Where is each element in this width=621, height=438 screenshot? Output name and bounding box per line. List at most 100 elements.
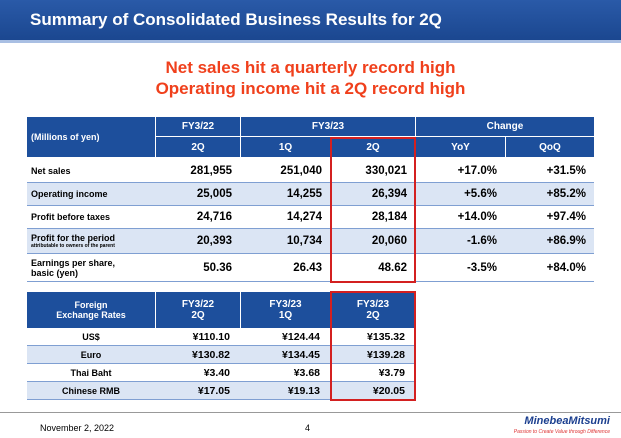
value-cell: 14,274 (240, 206, 330, 229)
cell-text: 330,021 (365, 165, 407, 177)
cell-text: +31.5% (546, 165, 586, 177)
value-cell: +85.2% (505, 183, 594, 206)
value-cell: +84.0% (505, 254, 594, 282)
cell-text: ¥110.10 (192, 330, 230, 343)
logo-tagline: Passion to Create Value through Differen… (513, 428, 610, 435)
value-cell: +31.5% (505, 160, 594, 183)
cell-text: -1.6% (466, 235, 497, 247)
header-cell: FY3/23 (240, 117, 415, 137)
cell-text: FY3/22 (181, 299, 215, 310)
value-cell: 20,060 (330, 229, 415, 254)
cell-text: Net sales (31, 166, 71, 176)
cell-text: attributable to owners of the parent (31, 243, 115, 249)
cell-text: 2Q (191, 141, 205, 153)
value-cell: ¥17.05 (155, 382, 240, 400)
row-label: Thai Baht (27, 364, 155, 382)
cell-text: Earnings per share, (31, 257, 116, 268)
row-label: Earnings per share, basic (yen) (27, 254, 155, 282)
cell-text: 28,184 (371, 211, 407, 223)
header-cell: (Millions of yen) (27, 117, 155, 157)
value-cell: 26.43 (240, 254, 330, 282)
cell-text: 20,060 (371, 235, 407, 247)
cell-text: Foreign (74, 300, 108, 310)
cell-text: YoY (451, 141, 470, 153)
highlight-box (330, 291, 416, 401)
cell-text: +97.4% (546, 211, 586, 223)
cell-text: +85.2% (546, 188, 586, 200)
footer-rule (0, 412, 621, 413)
value-cell: ¥19.13 (240, 382, 330, 400)
footer-date: November 2, 2022 (40, 423, 115, 433)
header-cell: FY3/22 (155, 117, 240, 137)
cell-text: ¥3.40 (203, 366, 230, 379)
cell-text: 2Q (366, 141, 380, 153)
cell-text: ¥134.45 (282, 348, 320, 361)
value-cell: ¥124.44 (240, 328, 330, 346)
row-label: Euro (27, 346, 155, 364)
value-cell: ¥139.28 (330, 346, 415, 364)
cell-text: +5.6% (464, 188, 497, 200)
cell-text: FY3/23 (356, 299, 390, 310)
value-cell: 26,394 (330, 183, 415, 206)
cell-text: Profit before taxes (31, 212, 111, 222)
value-cell: ¥3.68 (240, 364, 330, 382)
cell-text: Thai Baht (70, 367, 112, 378)
header-cell: 1Q (240, 137, 330, 157)
cell-text: 25,005 (196, 188, 232, 200)
header-cell: 2Q (155, 137, 240, 157)
cell-text: ¥3.68 (293, 366, 320, 379)
cell-text: +17.0% (457, 165, 497, 177)
value-cell: +14.0% (415, 206, 505, 229)
value-cell: ¥135.32 (330, 328, 415, 346)
cell-text: 20,393 (196, 235, 232, 247)
cell-text: 14,255 (286, 188, 322, 200)
cell-text: Operating income (31, 189, 108, 199)
value-cell: 28,184 (330, 206, 415, 229)
row-label: Operating income (27, 183, 155, 206)
cell-text: ¥139.28 (367, 348, 405, 361)
value-cell: +17.0% (415, 160, 505, 183)
cell-text: ¥19.13 (287, 384, 320, 397)
row-label: Profit before taxes (27, 206, 155, 229)
value-cell: 251,040 (240, 160, 330, 183)
value-cell: ¥3.79 (330, 364, 415, 382)
cell-text: ¥130.82 (192, 348, 230, 361)
cell-text: ¥3.79 (378, 366, 405, 379)
cell-text: ¥135.32 (367, 330, 405, 343)
value-cell: 10,734 (240, 229, 330, 254)
header-cell: Change (415, 117, 594, 137)
cell-text: 24,716 (196, 211, 232, 223)
value-cell: 14,255 (240, 183, 330, 206)
cell-text: ¥20.05 (372, 384, 405, 397)
cell-text: FY3/23 (269, 299, 302, 310)
value-cell: 50.36 (155, 254, 240, 282)
page-number: 4 (305, 423, 311, 433)
value-cell: 24,716 (155, 206, 240, 229)
row-label: Profit for the period attributable to own… (27, 229, 155, 254)
cell-text: 1Q (278, 141, 293, 153)
cell-text: 50.36 (203, 261, 232, 274)
value-cell: -1.6% (415, 229, 505, 254)
header-cell: YoY (415, 137, 505, 157)
cell-text: 26.43 (293, 261, 322, 274)
value-cell: ¥3.40 (155, 364, 240, 382)
cell-text: US$ (82, 331, 100, 342)
header-cell: FY3/22 2Q (155, 292, 240, 328)
cell-text: 10,734 (286, 235, 322, 247)
cell-text: ¥124.44 (282, 330, 320, 343)
cell-text: FY3/23 (311, 121, 345, 132)
cell-text: 251,040 (280, 165, 322, 177)
cell-text: +14.0% (457, 211, 497, 223)
highlight-box (330, 137, 416, 283)
cell-text: +86.9% (546, 235, 586, 247)
header-cell: FY3/23 1Q (240, 292, 330, 328)
headline: Net sales hit a quarterly record high (165, 58, 456, 77)
title: Summary of Consolidated Business Results… (30, 10, 442, 29)
cell-text: Exchange Rates (56, 310, 126, 320)
cell-text: 2Q (191, 310, 205, 321)
header-cell: Foreign Exchange Rates (27, 292, 155, 328)
value-cell: 281,955 (155, 160, 240, 183)
header-cell: FY3/23 2Q (330, 292, 415, 328)
row-label: Chinese RMB (27, 382, 155, 400)
